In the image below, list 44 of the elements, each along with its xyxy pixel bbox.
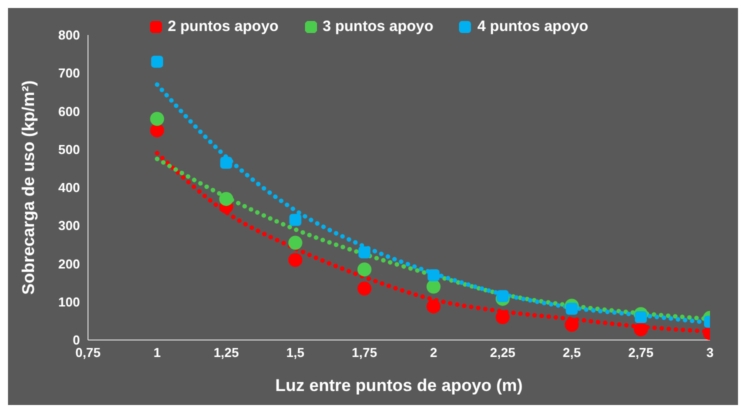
point (151, 56, 164, 68)
legend-label: 4 puntos apoyo (476, 18, 588, 35)
point (496, 310, 510, 324)
y-tick-label: 600 (58, 104, 80, 119)
y-tick-label: 300 (58, 218, 80, 234)
point (289, 214, 302, 226)
point (220, 156, 232, 169)
x-tick-label: 1 (153, 345, 161, 360)
y-tick-label: 700 (58, 66, 80, 81)
x-axis-title: Luz entre puntos de apoyo (m) (275, 376, 523, 395)
x-tick-label: 1,75 (352, 345, 378, 360)
y-tick-label: 100 (58, 294, 80, 310)
x-tick-label: 0,75 (75, 345, 101, 360)
y-tick-label: 400 (58, 180, 80, 196)
y-tick-label: 500 (58, 142, 80, 157)
point (288, 252, 302, 267)
point (288, 236, 302, 250)
point (566, 302, 578, 315)
point (428, 269, 440, 282)
y-axis-title: Sobrecarga de uso (kp/m²) (19, 80, 38, 295)
x-tick-label: 2,25 (490, 345, 516, 360)
y-tick-label: 800 (58, 28, 80, 43)
legend-label: 2 puntos apoyo (166, 18, 279, 35)
x-tick-label: 2,75 (628, 345, 654, 360)
point (358, 246, 370, 258)
y-tick-label: 0 (72, 332, 80, 348)
x-tick-label: 2,5 (562, 345, 581, 360)
point (150, 112, 164, 126)
point (357, 282, 372, 296)
point (426, 299, 441, 314)
point (634, 311, 647, 324)
y-tick-label: 200 (58, 256, 80, 272)
point (634, 322, 648, 336)
legend-label: 3 puntos apoyo (322, 18, 434, 35)
x-tick-label: 1,25 (214, 345, 239, 360)
point (150, 123, 164, 138)
x-tick-label: 3 (706, 345, 714, 360)
point (564, 318, 579, 332)
point (426, 280, 441, 294)
x-tick-label: 1,5 (286, 345, 304, 360)
point (496, 290, 509, 302)
point (219, 192, 234, 206)
point (357, 262, 372, 276)
x-tick-label: 2 (430, 345, 438, 360)
